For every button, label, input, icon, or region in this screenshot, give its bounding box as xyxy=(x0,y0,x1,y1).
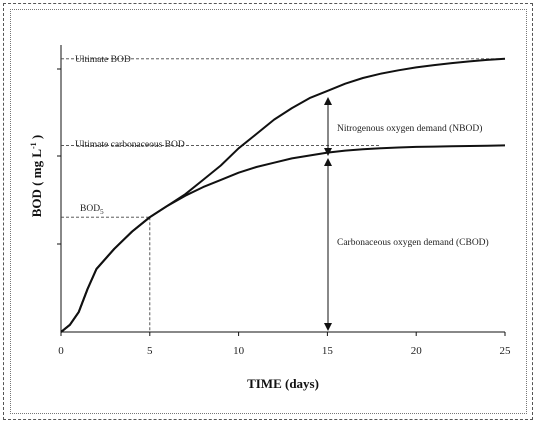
y-axis-title-sup: -1 xyxy=(29,142,38,149)
y-axis-title: BOD ( mg L-1 ) xyxy=(29,135,44,218)
reference-lines xyxy=(61,58,505,332)
y-axis-title-main: BOD ( mg L xyxy=(29,149,44,218)
x-tick-label: 20 xyxy=(411,345,423,357)
cbod-label: Carbonaceous oxygen demand (CBOD) xyxy=(337,237,489,248)
ultimate-bod-label: Ultimate BOD xyxy=(75,55,131,65)
total-bod-curve xyxy=(60,57,506,333)
curves-group xyxy=(60,57,506,333)
cbod-curve xyxy=(60,144,506,333)
x-tick-group: 0 5 10 15 20 25 xyxy=(58,332,511,357)
ultimate-cbod-label: Ultimate carbonaceous BOD xyxy=(75,140,185,150)
x-tick-label: 0 xyxy=(58,345,64,357)
bod5-label-main: BOD xyxy=(80,204,100,214)
outer-frame xyxy=(3,3,533,420)
y-axis-title-close: ) xyxy=(29,135,44,143)
x-tick-label: 25 xyxy=(500,345,512,357)
bod5-label: BOD5 xyxy=(80,204,104,216)
inner-frame xyxy=(10,9,527,414)
nbod-label: Nitrogenous oxygen demand (NBOD) xyxy=(337,123,482,134)
x-axis-title: TIME (days) xyxy=(247,376,319,391)
x-tick-label: 5 xyxy=(147,345,153,357)
bod5-label-sub: 5 xyxy=(100,208,104,216)
x-tick-label: 15 xyxy=(322,345,334,357)
x-tick-label: 10 xyxy=(233,345,245,357)
